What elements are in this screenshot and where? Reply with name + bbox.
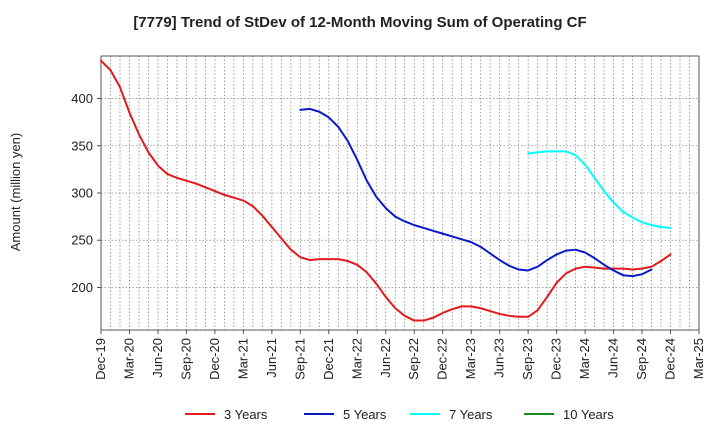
- y-axis-label: Amount (million yen): [8, 133, 23, 252]
- series-line-5-years: [299, 107, 653, 278]
- x-tick-label: Mar-23: [463, 338, 478, 379]
- y-axis-ticks: 200 250 300 350 400: [71, 91, 101, 295]
- x-tick-label: Mar-24: [577, 338, 592, 379]
- grid-lines: [101, 56, 699, 330]
- x-tick-label: Jun-24: [606, 338, 621, 378]
- y-tick-label: 250: [71, 233, 93, 248]
- x-tick-label: Sep-24: [634, 338, 649, 380]
- x-tick-label: Dec-21: [321, 338, 336, 380]
- legend-label-7-years: 7 Years: [449, 407, 493, 422]
- x-tick-label: Dec-24: [663, 338, 678, 380]
- x-tick-label: Sep-21: [292, 338, 307, 380]
- series-line-3-years: [100, 59, 672, 322]
- legend-label-10-years: 10 Years: [563, 407, 614, 422]
- y-tick-label: 200: [71, 280, 93, 295]
- series-line-7-years: [527, 150, 672, 229]
- x-tick-label: Mar-22: [349, 338, 364, 379]
- x-tick-label: Mar-20: [121, 338, 136, 379]
- x-axis-ticks: Dec-19 Mar-20 Jun-20 Sep-20 Dec-20 Mar-21 Jun-…: [93, 330, 706, 380]
- x-tick-label: Jun-23: [492, 338, 507, 378]
- x-tick-label: Dec-22: [435, 338, 450, 380]
- x-tick-label: Mar-25: [691, 338, 706, 379]
- y-tick-label: 400: [71, 91, 93, 106]
- x-tick-label: Jun-22: [378, 338, 393, 378]
- x-tick-label: Dec-20: [207, 338, 222, 380]
- x-tick-label: Sep-22: [406, 338, 421, 380]
- series-lines: [100, 59, 672, 322]
- x-tick-label: Sep-20: [178, 338, 193, 380]
- x-tick-label: Jun-20: [150, 338, 165, 378]
- x-tick-label: Dec-19: [93, 338, 108, 380]
- legend-label-3-years: 3 Years: [224, 407, 268, 422]
- x-tick-label: Dec-23: [549, 338, 564, 380]
- legend-label-5-years: 5 Years: [343, 407, 387, 422]
- x-tick-label: Sep-23: [520, 338, 535, 380]
- y-tick-label: 350: [71, 138, 93, 153]
- legend: 3 Years 5 Years 7 Years 10 Years: [185, 407, 614, 422]
- x-tick-label: Jun-21: [264, 338, 279, 378]
- x-tick-label: Mar-21: [235, 338, 250, 379]
- chart-title: [7779] Trend of StDev of 12-Month Moving…: [133, 14, 586, 31]
- y-tick-label: 300: [71, 186, 93, 201]
